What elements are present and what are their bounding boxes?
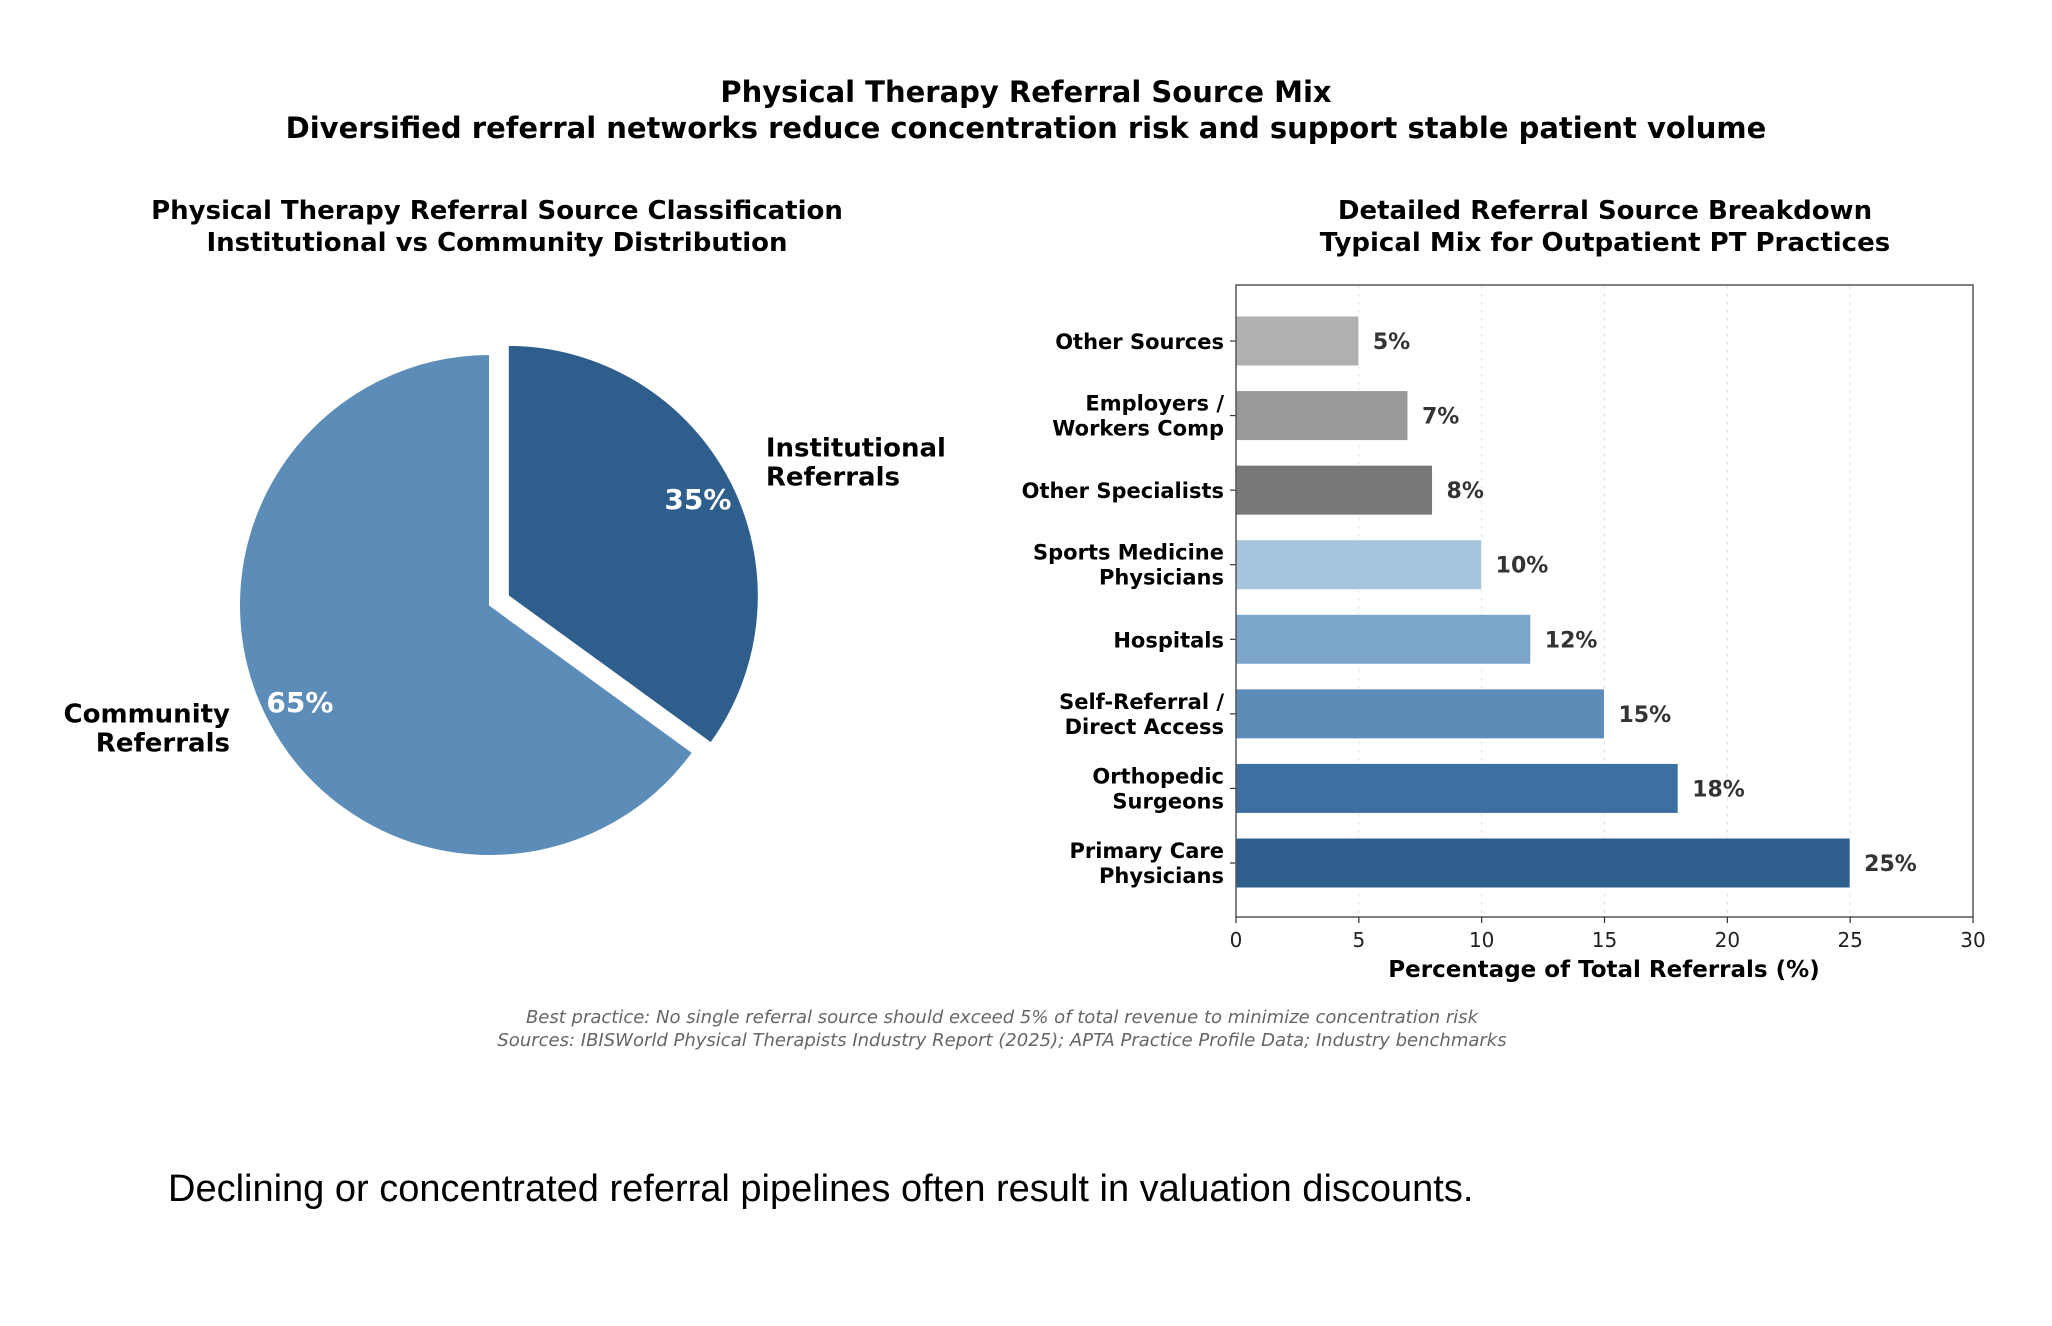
- y-tick-label: Other Sources: [1055, 330, 1224, 354]
- bar-chart: 25%Primary CarePhysicians18%OrthopedicSu…: [1022, 284, 1986, 952]
- pie-slice-institutional-referrals: [506, 343, 760, 745]
- bar: [1235, 613, 1532, 665]
- pie-title-line1: Physical Therapy Referral Source Classif…: [151, 196, 843, 226]
- footnote-best-practice: Best practice: No single referral source…: [526, 1007, 1480, 1028]
- pie-pct-label: 35%: [664, 483, 731, 516]
- bar: [1235, 539, 1483, 591]
- bar: [1235, 464, 1434, 516]
- bar: [1235, 315, 1360, 367]
- x-tick-label: 25: [1837, 928, 1862, 952]
- y-tick-label: Employers /: [1085, 392, 1224, 416]
- y-tick-label: Self-Referral /: [1059, 690, 1224, 714]
- y-tick-label: Other Specialists: [1022, 479, 1224, 503]
- pie-slice-community-referrals: [238, 352, 695, 857]
- main-title: Physical Therapy Referral Source Mix: [720, 75, 1332, 109]
- y-tick-label: Physicians: [1099, 864, 1224, 888]
- x-tick-label: 30: [1960, 928, 1985, 952]
- y-tick-label: Hospitals: [1113, 628, 1224, 652]
- pie-category-label: Institutional: [766, 434, 946, 464]
- y-tick-label: Physicians: [1099, 566, 1224, 590]
- main-subtitle: Diversified referral networks reduce con…: [286, 111, 1767, 145]
- y-tick-label: Surgeons: [1112, 789, 1224, 813]
- y-tick-label: Primary Care: [1069, 839, 1224, 863]
- bar: [1235, 688, 1605, 740]
- y-tick-label: Workers Comp: [1052, 417, 1224, 441]
- x-tick-label: 5: [1352, 928, 1365, 952]
- pie-category-label: Referrals: [766, 463, 900, 493]
- pie-chart: 35%InstitutionalReferrals65%CommunityRef…: [64, 343, 946, 857]
- bar: [1235, 762, 1679, 814]
- footnote-sources: Sources: IBISWorld Physical Therapists I…: [497, 1030, 1506, 1051]
- pie-category-label: Referrals: [96, 728, 230, 758]
- caption-text: Declining or concentrated referral pipel…: [168, 1168, 1474, 1210]
- bar-value-label: 25%: [1864, 852, 1917, 877]
- x-axis-label: Percentage of Total Referrals (%): [1388, 957, 1819, 983]
- pie-pct-label: 65%: [266, 686, 333, 719]
- bar-value-label: 18%: [1692, 777, 1745, 802]
- bar-title-line1: Detailed Referral Source Breakdown: [1338, 196, 1872, 226]
- pie-title-line2: Institutional vs Community Distribution: [206, 228, 787, 258]
- bar-value-label: 10%: [1496, 554, 1549, 579]
- bar-value-label: 5%: [1373, 330, 1410, 355]
- pie-category-label: Community: [64, 699, 230, 729]
- x-tick-label: 20: [1715, 928, 1740, 952]
- bar-title-line2: Typical Mix for Outpatient PT Practices: [1320, 228, 1890, 258]
- bar: [1235, 390, 1409, 442]
- x-tick-label: 15: [1592, 928, 1617, 952]
- x-tick-label: 10: [1469, 928, 1494, 952]
- y-tick-label: Orthopedic: [1092, 764, 1224, 788]
- bar-value-label: 7%: [1422, 405, 1459, 430]
- x-tick-label: 0: [1230, 928, 1243, 952]
- bar-value-label: 8%: [1447, 479, 1484, 504]
- y-tick-label: Direct Access: [1065, 715, 1224, 739]
- bar-value-label: 12%: [1545, 628, 1598, 653]
- bar: [1235, 837, 1851, 889]
- y-tick-label: Sports Medicine: [1033, 541, 1224, 565]
- bar-value-label: 15%: [1619, 703, 1672, 728]
